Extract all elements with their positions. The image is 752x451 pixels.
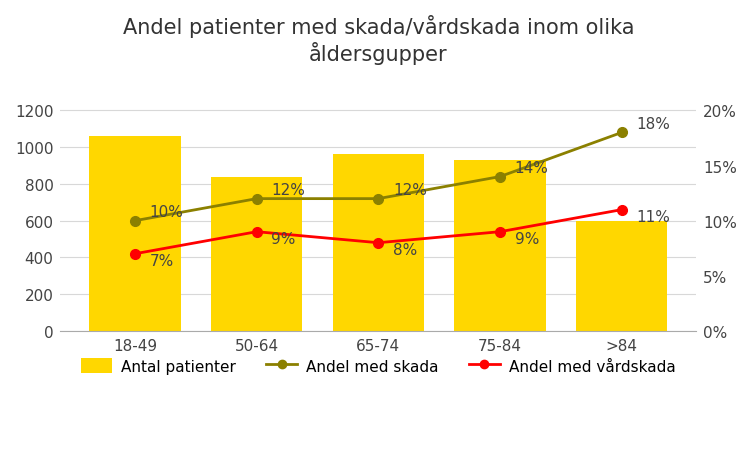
- Title: Andel patienter med skada/vårdskada inom olika
åldersgupper: Andel patienter med skada/vårdskada inom…: [123, 15, 634, 64]
- Text: 8%: 8%: [393, 242, 417, 257]
- Text: 7%: 7%: [150, 253, 174, 268]
- Bar: [454, 161, 546, 331]
- Text: 18%: 18%: [636, 117, 670, 132]
- Legend: Antal patienter, Andel med skada, Andel med vårdskada: Antal patienter, Andel med skada, Andel …: [75, 352, 681, 380]
- Text: 10%: 10%: [150, 205, 183, 220]
- Text: 12%: 12%: [393, 183, 427, 198]
- Text: 9%: 9%: [514, 231, 539, 246]
- Bar: [332, 154, 424, 331]
- Text: 12%: 12%: [271, 183, 305, 198]
- Text: 9%: 9%: [271, 231, 296, 246]
- Bar: [89, 137, 180, 331]
- Bar: [576, 221, 667, 331]
- Bar: [211, 178, 302, 331]
- Text: 14%: 14%: [514, 161, 548, 176]
- Text: 11%: 11%: [636, 209, 670, 224]
